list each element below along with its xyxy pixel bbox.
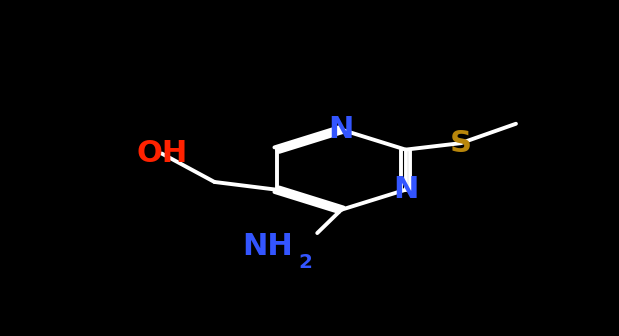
Text: OH: OH bbox=[136, 139, 188, 168]
Text: N: N bbox=[329, 115, 354, 144]
Text: 2: 2 bbox=[298, 253, 312, 272]
Text: S: S bbox=[450, 129, 472, 158]
Text: NH: NH bbox=[243, 232, 293, 260]
Text: N: N bbox=[393, 175, 418, 204]
